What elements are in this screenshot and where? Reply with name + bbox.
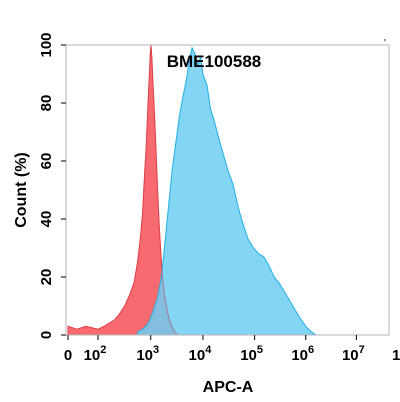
x-axis-ticks: 0 102 103 104 105 106 107 108: [64, 335, 400, 364]
x-tick-label: 107: [342, 344, 365, 364]
x-tick-label: 106: [291, 344, 314, 364]
x-tick-label: 103: [136, 344, 159, 364]
y-tick-label: 100: [38, 32, 55, 57]
x-tick-label: 102: [84, 344, 107, 364]
y-tick-label: 0: [38, 331, 55, 339]
series-1-outline: [67, 44, 179, 336]
x-tick-label: 0: [64, 347, 72, 364]
y-axis-ticks: 0 20 40 60 80 100: [38, 32, 66, 339]
y-tick-label: 60: [38, 153, 55, 170]
x-tick-label: 108: [392, 344, 400, 364]
y-tick-label: 80: [38, 95, 55, 112]
series-2-area: [137, 46, 318, 336]
corner-mark: ': [384, 38, 386, 49]
plot-frame: [65, 44, 390, 336]
x-tick-label: 104: [189, 344, 213, 364]
chart-title: BME100588: [167, 52, 262, 71]
series-layer: [67, 44, 318, 336]
y-tick-label: 20: [38, 269, 55, 286]
y-tick-label: 40: [38, 211, 55, 228]
y-axis-title: Count (%): [13, 152, 30, 228]
x-tick-label: 105: [240, 344, 263, 364]
x-axis-title: APC-A: [203, 379, 254, 396]
